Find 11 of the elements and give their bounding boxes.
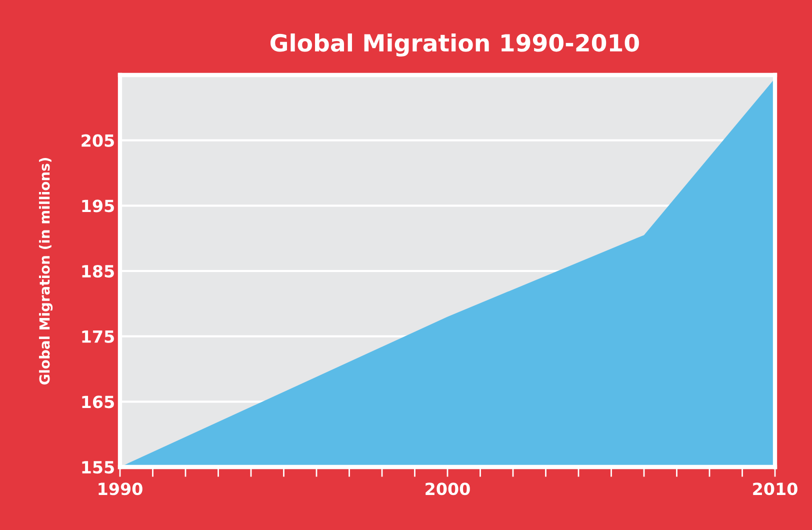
x-tick-label: 1990: [98, 482, 142, 496]
y-tick-label: 185: [82, 264, 114, 278]
x-tick-label: 2010: [753, 482, 798, 496]
y-axis-title: Global Migration (in millions): [39, 158, 53, 385]
y-tick-label: 165: [82, 396, 114, 408]
y-tick-label: 175: [82, 330, 114, 343]
chart-title: Global Migration 1990-2010: [270, 33, 639, 57]
x-tick-label: 2000: [426, 482, 470, 496]
y-tick-label: 195: [82, 200, 114, 212]
y-tick-label: 155: [82, 461, 114, 474]
y-tick-label: 205: [82, 134, 114, 147]
